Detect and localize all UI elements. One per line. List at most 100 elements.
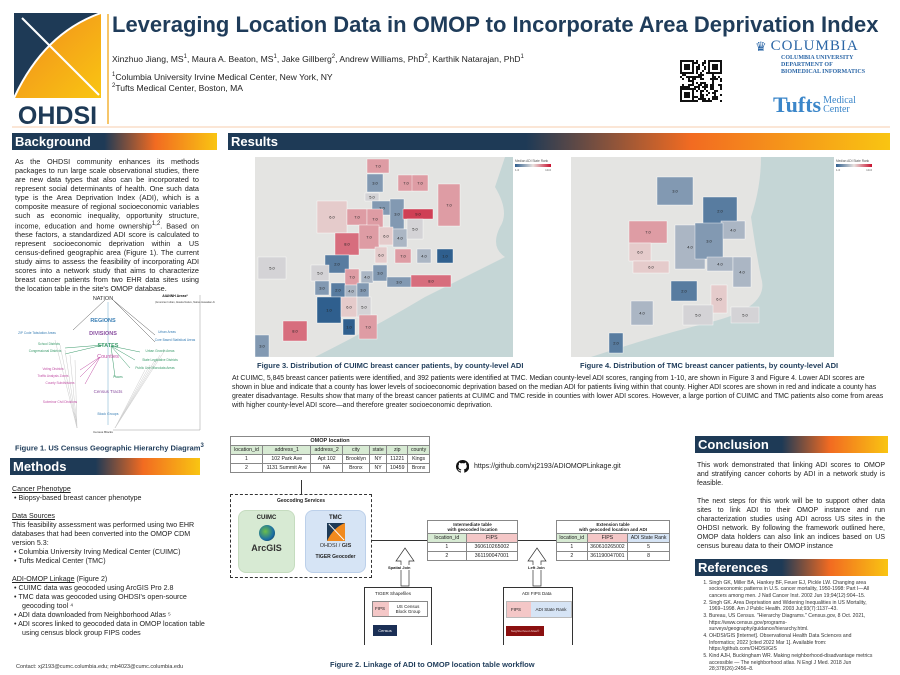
county[interactable]: 5.0	[257, 256, 287, 280]
county[interactable]: 5.0	[356, 296, 372, 318]
county[interactable]: 8.0	[334, 232, 360, 256]
county[interactable]: 3.0	[254, 334, 270, 358]
county-shape[interactable]	[411, 174, 429, 192]
county-shape[interactable]	[410, 274, 452, 288]
county-adi-label: 3.0	[379, 206, 385, 211]
county-shape[interactable]	[608, 332, 624, 354]
county-shape[interactable]	[394, 248, 412, 264]
county-shape[interactable]	[406, 218, 424, 240]
county[interactable]: 7.0	[366, 158, 390, 174]
table-cell: 360610265002	[465, 542, 519, 552]
county[interactable]: 1.0	[342, 318, 356, 336]
county[interactable]: 3.0	[386, 276, 412, 288]
county[interactable]: 9.0	[402, 208, 434, 220]
github-link[interactable]: https://github.com/xj2193/ADIOMOPLinkage…	[456, 460, 621, 473]
county[interactable]: 4.0	[344, 284, 358, 298]
county[interactable]: 3.0	[366, 173, 384, 193]
county[interactable]: 7.0	[397, 174, 415, 192]
county-shape[interactable]	[656, 176, 694, 206]
county[interactable]: 1.0	[436, 248, 454, 264]
county[interactable]: 3.0	[356, 282, 370, 298]
qr-code[interactable]	[680, 55, 722, 107]
qr-module	[698, 88, 700, 90]
qr-module	[720, 80, 722, 82]
county[interactable]: 4.0	[720, 220, 746, 240]
county[interactable]: 6.0	[378, 226, 394, 246]
county-shape[interactable]	[694, 222, 724, 260]
county[interactable]: 2.0	[324, 254, 350, 274]
county-shape[interactable]	[324, 254, 350, 274]
contact-info[interactable]: Contact: xj2193@cumc.columbia.edu; mb402…	[16, 664, 184, 670]
county[interactable]: 7.0	[437, 183, 461, 227]
county[interactable]: 2.0	[702, 196, 738, 226]
county[interactable]: 4.0	[392, 228, 408, 248]
county-shape[interactable]	[374, 246, 388, 264]
county-shape[interactable]	[732, 256, 752, 288]
county[interactable]: 3.0	[656, 176, 694, 206]
county[interactable]: 6.0	[710, 284, 728, 314]
county[interactable]: 3.0	[372, 264, 388, 282]
county-shape[interactable]	[436, 248, 454, 264]
county[interactable]: 2.0	[330, 282, 346, 298]
county-shape[interactable]	[316, 200, 348, 234]
county[interactable]: 5.0	[364, 192, 380, 202]
county-shape[interactable]	[632, 260, 670, 274]
county[interactable]: 3.0	[314, 280, 330, 296]
county-shape[interactable]	[682, 304, 714, 326]
county[interactable]: 6.0	[628, 242, 652, 262]
county[interactable]: 4.0	[416, 248, 432, 264]
county-shape[interactable]	[366, 158, 390, 174]
county[interactable]: 7.0	[346, 208, 368, 226]
county-shape[interactable]	[437, 183, 461, 227]
county-shape[interactable]	[730, 306, 760, 324]
qr-module	[688, 76, 690, 78]
county[interactable]: 4.0	[360, 270, 374, 284]
county[interactable]: 6.0	[316, 200, 348, 234]
county-shape[interactable]	[372, 264, 388, 282]
county-shape[interactable]	[710, 284, 728, 314]
county-shape[interactable]	[358, 314, 378, 340]
county-shape[interactable]	[702, 196, 738, 226]
county[interactable]: 7.0	[628, 220, 668, 244]
county-shape[interactable]	[314, 280, 330, 296]
county[interactable]: 6.0	[340, 296, 358, 318]
sources-title: Data Sources	[12, 512, 55, 520]
county-shape[interactable]	[282, 320, 308, 342]
qr-module	[682, 84, 684, 86]
county[interactable]: 4.0	[706, 256, 734, 272]
qr-module	[700, 98, 702, 100]
county-shape[interactable]	[342, 318, 356, 336]
county-shape[interactable]	[257, 256, 287, 280]
county[interactable]: 1.0	[316, 296, 342, 324]
county-shape[interactable]	[670, 280, 698, 302]
county[interactable]: 4.0	[630, 300, 654, 326]
county[interactable]: 5.0	[310, 264, 330, 282]
county[interactable]: 7.0	[344, 268, 360, 286]
county[interactable]: 7.0	[358, 314, 378, 340]
county-adi-label: 4.0	[730, 228, 736, 233]
county[interactable]: 7.0	[394, 248, 412, 264]
qr-module	[686, 60, 688, 62]
county[interactable]: 7.0	[411, 174, 429, 192]
county[interactable]: 2.0	[608, 332, 624, 354]
qr-module	[692, 92, 694, 94]
county-adi-label: 3.0	[360, 288, 366, 293]
county[interactable]: 3.0	[694, 222, 724, 260]
county[interactable]: 8.0	[410, 274, 452, 288]
county[interactable]: 5.0	[682, 304, 714, 326]
county-shape[interactable]	[630, 300, 654, 326]
county[interactable]: 4.0	[732, 256, 752, 288]
hierarchy-node: STATES	[98, 343, 119, 349]
county[interactable]: 7.0	[358, 224, 380, 250]
county-shape[interactable]	[416, 248, 432, 264]
qr-module	[714, 78, 716, 80]
county[interactable]: 6.0	[632, 260, 670, 274]
county-shape[interactable]	[366, 173, 384, 193]
county[interactable]: 5.0	[730, 306, 760, 324]
qr-module	[690, 76, 692, 78]
county[interactable]: 3.0	[389, 198, 405, 230]
county[interactable]: 8.0	[282, 320, 308, 342]
county[interactable]: 5.0	[406, 218, 424, 240]
county[interactable]: 2.0	[670, 280, 698, 302]
county[interactable]: 6.0	[374, 246, 388, 264]
